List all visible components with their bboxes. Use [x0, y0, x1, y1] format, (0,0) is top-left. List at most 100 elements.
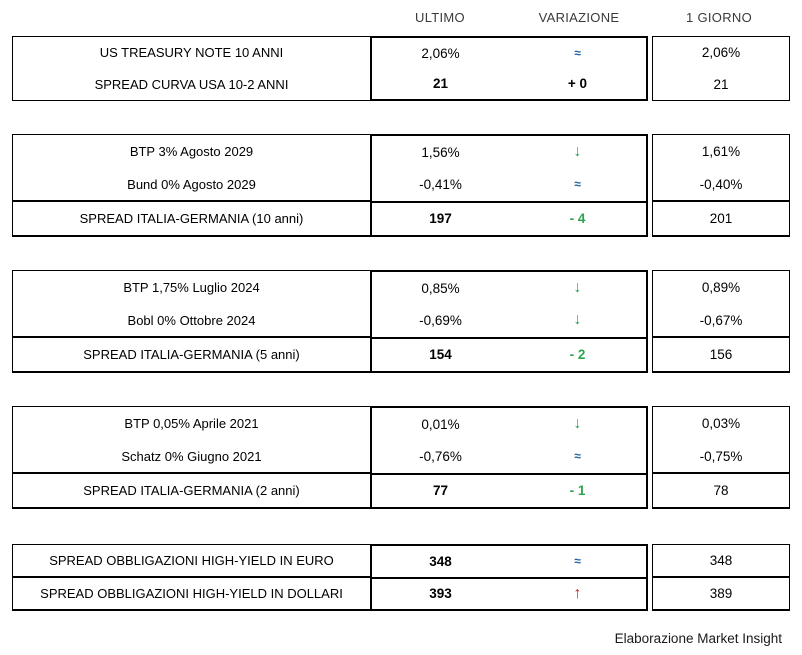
trend-indicator: ≈ [574, 449, 581, 464]
table-row: 2,06% [653, 37, 789, 69]
table-row: -0,67% [653, 304, 789, 337]
trend-indicator: ≈ [574, 177, 581, 192]
trend-indicator: - 1 [569, 483, 586, 499]
instrument-label: SPREAD ITALIA-GERMANIA (5 anni) [83, 347, 300, 363]
instrument-labels-column: BTP 1,75% Luglio 2024 Bobl 0% Ottobre 20… [12, 270, 370, 373]
ultimo-value: -0,69% [419, 312, 462, 328]
trend-indicator: ≈ [574, 554, 581, 569]
table-row: -0,40% [653, 168, 789, 201]
table-row: Bund 0% Agosto 2029 [13, 168, 370, 201]
table-row: -0,76% ≈ [372, 440, 646, 472]
table-row: 2,06% ≈ [372, 38, 646, 69]
ultimo-variazione-column: 2,06% ≈ 21 + 0 [370, 36, 648, 101]
spread-summary-row: SPREAD ITALIA-GERMANIA (5 anni) [13, 336, 370, 371]
giorno-column: 0,03% -0,75% 78 [652, 406, 790, 509]
spread-10y-table: BTP 3% Agosto 2029 Bund 0% Agosto 2029 S… [12, 134, 790, 237]
spread-summary-row: 154 - 2 [372, 336, 646, 371]
giorno-value: -0,75% [699, 448, 743, 464]
instrument-label: Bund 0% Agosto 2029 [127, 176, 256, 192]
trend-down-icon: ↓ [573, 311, 582, 329]
spread-summary-row: 156 [653, 336, 789, 371]
table-row: 389 [653, 576, 789, 609]
table-row: 0,85% ↓ [372, 272, 646, 304]
spread-summary-row: SPREAD ITALIA-GERMANIA (10 anni) [13, 200, 370, 235]
instrument-label: SPREAD OBBLIGAZIONI HIGH-YIELD IN DOLLAR… [40, 586, 343, 601]
instrument-label: SPREAD ITALIA-GERMANIA (10 anni) [79, 211, 304, 227]
instrument-label: Bobl 0% Ottobre 2024 [127, 312, 256, 328]
instrument-label: BTP 1,75% Luglio 2024 [123, 279, 260, 295]
table-row: Schatz 0% Giugno 2021 [13, 440, 370, 473]
ultimo-value: 1,56% [421, 144, 460, 160]
ultimo-value: 348 [429, 553, 452, 569]
ultimo-variazione-column: 348 ≈ 393 ↑ [370, 544, 648, 611]
column-header-variazione: VARIAZIONE [538, 10, 620, 25]
table-row: SPREAD OBBLIGAZIONI HIGH-YIELD IN EURO [13, 545, 370, 576]
ultimo-value: -0,41% [419, 176, 462, 192]
ultimo-value: 0,85% [421, 280, 460, 296]
table-row: 348 [653, 545, 789, 576]
trend-indicator: - 4 [569, 211, 586, 227]
table-row: 0,03% [653, 407, 789, 440]
ultimo-value: 154 [429, 347, 452, 363]
giorno-column: 1,61% -0,40% 201 [652, 134, 790, 237]
trend-down-icon: ↓ [573, 415, 582, 433]
spread-summary-row: SPREAD ITALIA-GERMANIA (2 anni) [13, 472, 370, 507]
table-row: 0,01% ↓ [372, 408, 646, 440]
table-row: BTP 0,05% Aprile 2021 [13, 407, 370, 440]
ultimo-value: 77 [432, 483, 449, 499]
table-row: SPREAD CURVA USA 10-2 ANNI [13, 69, 370, 101]
ultimo-value: 0,01% [421, 416, 460, 432]
spread-summary-row: 78 [653, 472, 789, 507]
table-row: US TREASURY NOTE 10 ANNI [13, 37, 370, 69]
ultimo-variazione-column: 0,85% ↓ -0,69% ↓ 154 - 2 [370, 270, 648, 373]
instrument-label: BTP 0,05% Aprile 2021 [124, 415, 259, 431]
giorno-value: 21 [713, 76, 729, 92]
table-row: BTP 3% Agosto 2029 [13, 135, 370, 168]
table-row: -0,69% ↓ [372, 304, 646, 336]
giorno-value: 389 [709, 586, 733, 601]
giorno-value: 0,89% [701, 279, 741, 295]
us-rates-table: US TREASURY NOTE 10 ANNI SPREAD CURVA US… [12, 36, 790, 101]
table-row: 348 ≈ [372, 546, 646, 577]
instrument-label: US TREASURY NOTE 10 ANNI [99, 45, 284, 61]
giorno-value: 2,06% [701, 45, 741, 61]
giorno-value: 0,03% [701, 415, 741, 431]
column-header-ultimo: ULTIMO [415, 10, 465, 25]
source-credit: Elaborazione Market Insight [614, 631, 782, 646]
instrument-labels-column: BTP 3% Agosto 2029 Bund 0% Agosto 2029 S… [12, 134, 370, 237]
spread-summary-row: 197 - 4 [372, 200, 646, 235]
table-row: SPREAD OBBLIGAZIONI HIGH-YIELD IN DOLLAR… [13, 576, 370, 609]
spread-2y-table: BTP 0,05% Aprile 2021 Schatz 0% Giugno 2… [12, 406, 790, 509]
giorno-value: 201 [709, 211, 733, 227]
giorno-value: 156 [709, 347, 733, 363]
ultimo-value: 2,06% [421, 45, 460, 61]
ultimo-variazione-column: 1,56% ↓ -0,41% ≈ 197 - 4 [370, 134, 648, 237]
instrument-labels-column: BTP 0,05% Aprile 2021 Schatz 0% Giugno 2… [12, 406, 370, 509]
table-row: 393 ↑ [372, 576, 646, 610]
table-row: BTP 1,75% Luglio 2024 [13, 271, 370, 304]
column-header-1-giorno: 1 GIORNO [686, 10, 752, 25]
giorno-value: 1,61% [701, 143, 741, 159]
trend-indicator: + 0 [567, 76, 588, 92]
table-row: 21 + 0 [372, 69, 646, 100]
ultimo-value: -0,76% [419, 448, 462, 464]
instrument-label: Schatz 0% Giugno 2021 [121, 448, 262, 464]
high-yield-table: SPREAD OBBLIGAZIONI HIGH-YIELD IN EURO S… [12, 544, 790, 611]
table-row: -0,75% [653, 440, 789, 473]
ultimo-value: 393 [429, 586, 452, 602]
giorno-column: 2,06% 21 [652, 36, 790, 101]
table-row: 1,61% [653, 135, 789, 168]
giorno-column: 0,89% -0,67% 156 [652, 270, 790, 373]
instrument-labels-column: US TREASURY NOTE 10 ANNI SPREAD CURVA US… [12, 36, 370, 101]
table-row: 1,56% ↓ [372, 136, 646, 168]
instrument-label: SPREAD CURVA USA 10-2 ANNI [94, 76, 289, 92]
ultimo-variazione-column: 0,01% ↓ -0,76% ≈ 77 - 1 [370, 406, 648, 509]
ultimo-value: 21 [432, 76, 449, 92]
giorno-value: 348 [709, 553, 733, 568]
instrument-label: SPREAD ITALIA-GERMANIA (2 anni) [83, 483, 300, 499]
instrument-label: BTP 3% Agosto 2029 [129, 143, 254, 159]
trend-down-icon: ↓ [573, 143, 582, 161]
instrument-labels-column: SPREAD OBBLIGAZIONI HIGH-YIELD IN EURO S… [12, 544, 370, 611]
trend-indicator: ≈ [574, 46, 581, 61]
table-row: 21 [653, 69, 789, 101]
